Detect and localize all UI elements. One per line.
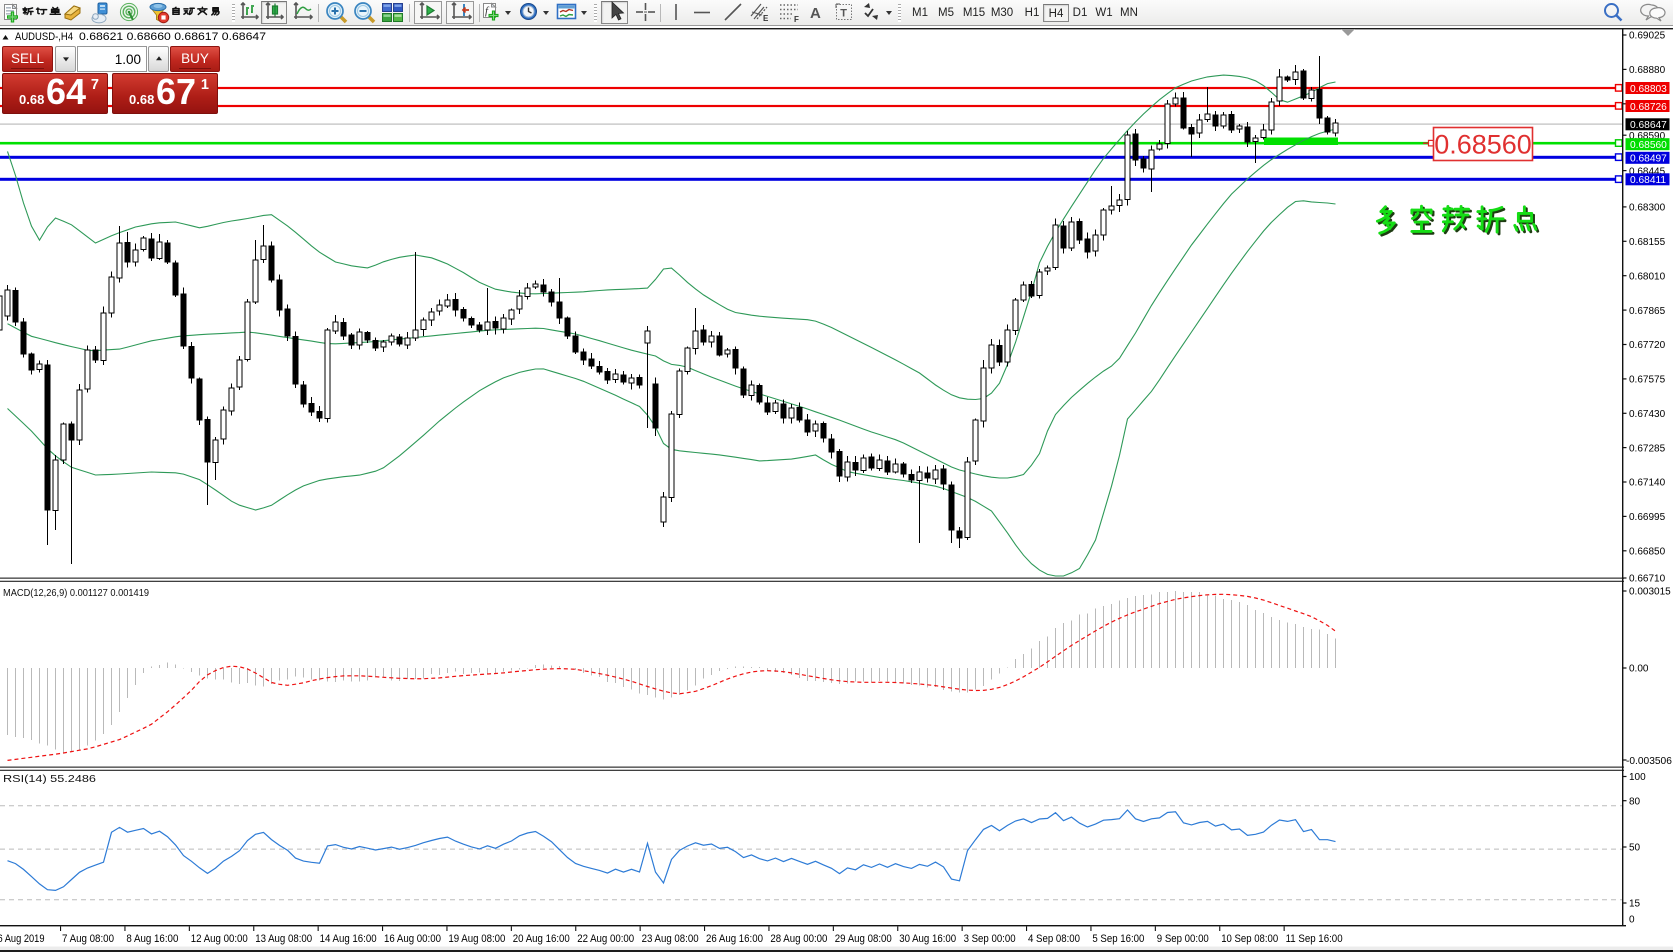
- svg-text:8 Aug 16:00: 8 Aug 16:00: [126, 933, 178, 945]
- svg-text:7 Aug 08:00: 7 Aug 08:00: [62, 933, 114, 945]
- svg-text:20 Aug 16:00: 20 Aug 16:00: [513, 933, 570, 945]
- svg-text:0.67575: 0.67575: [1629, 375, 1666, 386]
- svg-text:4 Sep 08:00: 4 Sep 08:00: [1028, 933, 1080, 945]
- svg-text:3 Sep 00:00: 3 Sep 00:00: [964, 933, 1016, 945]
- svg-text:10 Sep 08:00: 10 Sep 08:00: [1221, 933, 1278, 945]
- svg-text:0.68010: 0.68010: [1629, 271, 1666, 282]
- svg-text:29 Aug 08:00: 29 Aug 08:00: [835, 933, 892, 945]
- svg-text:0.67430: 0.67430: [1629, 409, 1666, 420]
- svg-text:28 Aug 00:00: 28 Aug 00:00: [770, 933, 827, 945]
- svg-text:AUDUSD-,H4: AUDUSD-,H4: [15, 31, 73, 43]
- svg-text:0.68621 0.68660 0.68617 0.6864: 0.68621 0.68660 0.68617 0.68647: [79, 31, 266, 43]
- svg-text:0.66850: 0.66850: [1629, 547, 1666, 558]
- svg-text:0.67285: 0.67285: [1629, 443, 1666, 454]
- svg-text:MACD(12,26,9) 0.001127 0.00141: MACD(12,26,9) 0.001127 0.001419: [3, 587, 149, 599]
- svg-text:-0.003506: -0.003506: [1626, 756, 1672, 767]
- svg-text:50: 50: [1629, 843, 1641, 854]
- svg-text:5 Sep 16:00: 5 Sep 16:00: [1092, 933, 1144, 945]
- svg-text:0.68726: 0.68726: [1630, 102, 1667, 113]
- svg-text:0: 0: [1629, 915, 1635, 926]
- svg-text:22 Aug 00:00: 22 Aug 00:00: [577, 933, 634, 945]
- svg-text:0.68560: 0.68560: [1434, 130, 1532, 160]
- svg-text:9 Sep 00:00: 9 Sep 00:00: [1157, 933, 1209, 945]
- svg-text:0.68497: 0.68497: [1630, 154, 1667, 165]
- svg-text:0.00: 0.00: [1629, 664, 1649, 675]
- svg-text:16 Aug 00:00: 16 Aug 00:00: [384, 933, 441, 945]
- svg-text:100: 100: [1629, 772, 1646, 783]
- svg-text:19 Aug 08:00: 19 Aug 08:00: [448, 933, 505, 945]
- svg-text:30 Aug 16:00: 30 Aug 16:00: [899, 933, 956, 945]
- svg-text:80: 80: [1629, 796, 1641, 807]
- svg-text:0.68880: 0.68880: [1629, 65, 1666, 76]
- svg-text:F: F: [794, 15, 799, 24]
- svg-text:23 Aug 08:00: 23 Aug 08:00: [642, 933, 699, 945]
- svg-text:0.68411: 0.68411: [1630, 175, 1666, 186]
- svg-text:0.69025: 0.69025: [1629, 31, 1666, 42]
- svg-text:0.68445: 0.68445: [1629, 166, 1666, 177]
- svg-text:0.66995: 0.66995: [1629, 512, 1666, 523]
- svg-text:6 Aug 2019: 6 Aug 2019: [0, 933, 45, 945]
- svg-text:0.68155: 0.68155: [1629, 237, 1666, 248]
- svg-text:f: f: [485, 5, 490, 17]
- svg-text:26 Aug 16:00: 26 Aug 16:00: [706, 933, 763, 945]
- svg-text:0.68560: 0.68560: [1630, 140, 1667, 151]
- svg-text:RSI(14) 55.2486: RSI(14) 55.2486: [3, 773, 96, 785]
- svg-text:14 Aug 16:00: 14 Aug 16:00: [320, 933, 377, 945]
- svg-text:15: 15: [1629, 899, 1641, 910]
- svg-text:0.67140: 0.67140: [1629, 478, 1666, 489]
- svg-text:0.66710: 0.66710: [1629, 574, 1666, 585]
- svg-text:0.003015: 0.003015: [1629, 587, 1671, 598]
- svg-text:E: E: [763, 14, 769, 23]
- svg-text:0.67720: 0.67720: [1629, 340, 1666, 351]
- svg-text:11 Sep 16:00: 11 Sep 16:00: [1286, 933, 1343, 945]
- svg-text:0.68590: 0.68590: [1629, 131, 1666, 142]
- svg-text:0.68803: 0.68803: [1630, 84, 1667, 95]
- svg-text:0.67865: 0.67865: [1629, 306, 1666, 317]
- svg-text:0.68300: 0.68300: [1629, 203, 1666, 214]
- svg-text:T: T: [840, 8, 847, 20]
- svg-text:12 Aug 00:00: 12 Aug 00:00: [191, 933, 248, 945]
- svg-text:13 Aug 08:00: 13 Aug 08:00: [255, 933, 312, 945]
- svg-text:0.68647: 0.68647: [1630, 120, 1667, 131]
